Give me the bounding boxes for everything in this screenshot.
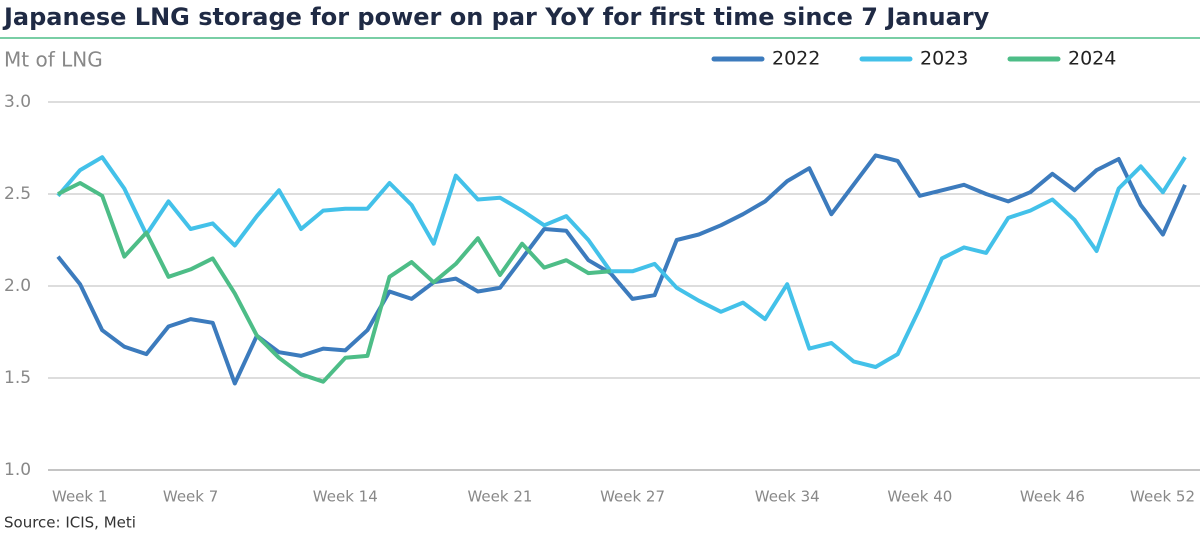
- legend-label: 2022: [772, 48, 820, 70]
- source: Source: ICIS, Meti: [4, 514, 136, 532]
- y-tick-label: 1.5: [4, 368, 31, 388]
- y-tick-label: 1.0: [4, 460, 31, 480]
- series-line: [56, 153, 1187, 386]
- x-tick-label: Week 46: [1020, 488, 1085, 506]
- x-tick-label: Week 27: [600, 488, 665, 506]
- x-tick-label: Week 52: [1130, 488, 1195, 506]
- y-tick-label: 2.5: [4, 184, 31, 204]
- x-tick-label: Week 40: [887, 488, 952, 506]
- legend-label: 2023: [920, 48, 968, 70]
- y-axis-label: Mt of LNG: [4, 48, 103, 72]
- legend-label: 2024: [1068, 48, 1116, 70]
- chart-title: Japanese LNG storage for power on par Yo…: [2, 3, 990, 31]
- x-tick-label: Week 7: [163, 488, 218, 506]
- x-tick-label: Week 21: [467, 488, 532, 506]
- x-tick-label: Week 1: [52, 488, 107, 506]
- series-line: [56, 155, 1187, 369]
- x-tick-label: Week 14: [313, 488, 378, 506]
- y-tick-label: 2.0: [4, 276, 31, 296]
- y-tick-label: 3.0: [4, 92, 31, 112]
- x-tick-label: Week 34: [755, 488, 820, 506]
- series-line: [57, 181, 611, 384]
